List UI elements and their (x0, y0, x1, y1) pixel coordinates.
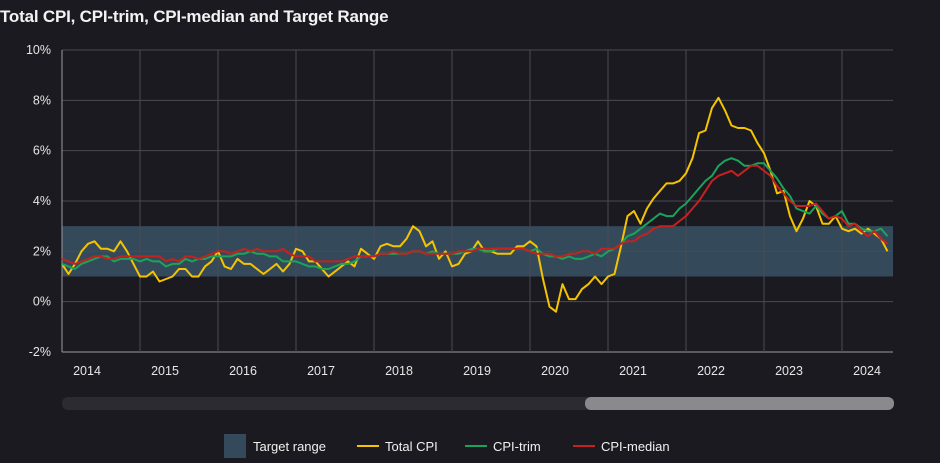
total-cpi-line (61, 96, 889, 313)
legend-label: Total CPI (385, 438, 438, 454)
y-tick-label: 6% (33, 144, 51, 158)
legend: Target range Total CPI CPI-trim CPI-medi… (0, 434, 940, 458)
y-tick-label: 0% (33, 295, 51, 309)
legend-label: CPI-trim (493, 438, 541, 454)
target-range-swatch (224, 434, 246, 458)
x-tick-label: 2014 (73, 364, 101, 378)
y-tick-label: 2% (33, 244, 51, 258)
x-tick-label: 2021 (619, 364, 647, 378)
x-tick-label: 2017 (307, 364, 335, 378)
x-tick-label: 2024 (853, 364, 881, 378)
chart-title: Total CPI, CPI-trim, CPI-median and Targ… (0, 7, 389, 26)
y-tick-label: 8% (33, 93, 51, 107)
x-tick-label: 2018 (385, 364, 413, 378)
x-tick-label: 2022 (697, 364, 725, 378)
y-tick-label: 10% (26, 43, 51, 57)
y-tick-label: 4% (33, 194, 51, 208)
cpi-median-line (61, 164, 889, 265)
legend-item-total-cpi[interactable]: Total CPI (357, 434, 438, 458)
y-tick-label: -2% (29, 345, 51, 359)
legend-item-cpi-median[interactable]: CPI-median (573, 434, 670, 458)
total-cpi-swatch (357, 445, 379, 447)
legend-item-cpi-trim[interactable]: CPI-trim (465, 434, 541, 458)
x-tick-label: 2016 (229, 364, 257, 378)
x-tick-label: 2015 (151, 364, 179, 378)
scrollbar-thumb[interactable] (585, 397, 894, 410)
legend-item-target-range[interactable]: Target range (224, 434, 326, 458)
x-tick-label: 2020 (541, 364, 569, 378)
cpi-trim-swatch (465, 445, 487, 447)
legend-label: Target range (253, 438, 326, 454)
cpi-median-swatch (573, 445, 595, 447)
legend-label: CPI-median (601, 438, 670, 454)
x-tick-label: 2019 (463, 364, 491, 378)
x-tick-label: 2023 (775, 364, 803, 378)
cpi-chart: -2% 0% 2% 4% 6% 8% 10% 2014 2015 2016 2017 2018 2019… (26, 43, 894, 410)
